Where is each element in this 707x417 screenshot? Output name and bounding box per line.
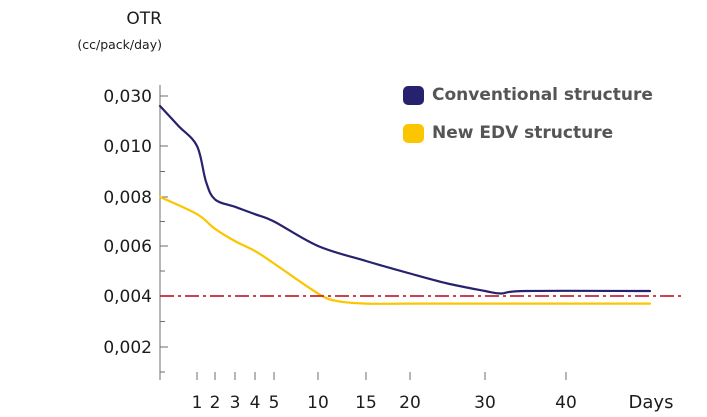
x-tick-label: 2 <box>210 393 221 413</box>
legend-item-conventional: Conventional structure <box>403 84 653 106</box>
legend-swatch-conventional <box>403 85 424 105</box>
y-tick-label: 0,004 <box>103 287 152 307</box>
series-line-edv <box>158 195 652 305</box>
y-tick-label: 0,010 <box>103 137 152 157</box>
x-tick-label: 30 <box>474 393 496 413</box>
x-tick-label: 15 <box>355 393 377 413</box>
legend-item-edv: New EDV structure <box>403 122 613 144</box>
series-line-conventional <box>158 104 652 295</box>
legend-label-conventional: Conventional structure <box>432 85 653 105</box>
y-axis-label: OTR <box>126 9 162 29</box>
y-axis-ticks: 0,030 0,010 0,008 0,006 0,004 0,002 <box>103 87 168 373</box>
y-tick-label: 0,002 <box>103 338 152 358</box>
x-tick-label: 5 <box>269 393 280 413</box>
legend-swatch-edv <box>403 123 424 143</box>
x-tick-label: 4 <box>250 393 261 413</box>
y-tick-label: 0,030 <box>103 87 152 107</box>
x-axis-ticks: 1 2 3 4 5 10 15 20 30 40 Days <box>192 372 674 413</box>
x-tick-label: 20 <box>399 393 421 413</box>
x-tick-label: 10 <box>307 393 329 413</box>
y-tick-label: 0,006 <box>103 237 152 257</box>
y-axis-unit: (cc/pack/day) <box>77 37 162 52</box>
legend-label-edv: New EDV structure <box>432 123 614 143</box>
x-tick-label: 1 <box>192 393 203 413</box>
y-tick-label: 0,008 <box>103 188 152 208</box>
series-lines <box>158 104 652 305</box>
x-tick-label: 40 <box>555 393 577 413</box>
x-axis-label: Days <box>629 392 674 413</box>
x-tick-label: 3 <box>230 393 241 413</box>
